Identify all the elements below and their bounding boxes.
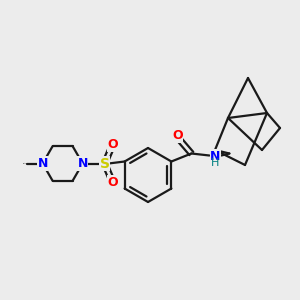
Text: H: H	[211, 158, 220, 167]
Text: N: N	[38, 157, 48, 170]
Text: N: N	[77, 157, 88, 170]
Text: O: O	[172, 129, 183, 142]
Text: S: S	[100, 157, 110, 170]
Text: O: O	[107, 176, 118, 189]
Text: methyl: methyl	[22, 162, 28, 164]
Text: N: N	[210, 150, 220, 163]
Text: O: O	[107, 138, 118, 151]
